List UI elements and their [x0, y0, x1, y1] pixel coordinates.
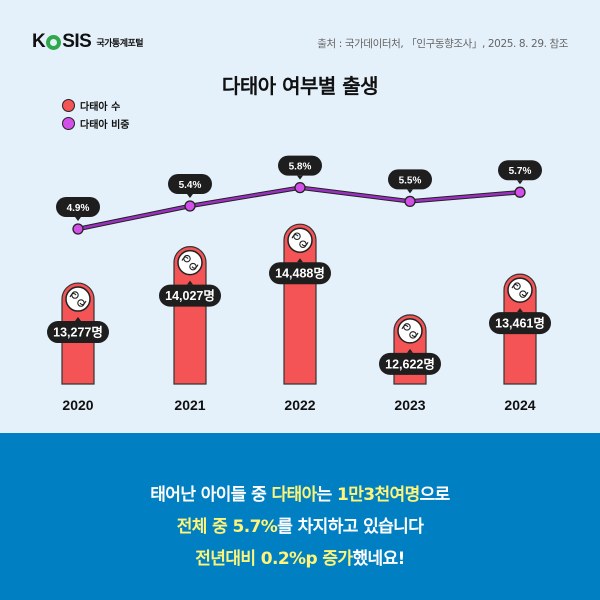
kosis-logo: K SIS 국가통계포털: [32, 31, 144, 53]
chart-svg: 13,277명 2020 14,027명 2021 14,488명 2022 12,622명…: [47, 155, 551, 413]
share-marker: [72, 223, 84, 235]
twins-icon: [287, 227, 313, 253]
x-axis-label: 2023: [394, 397, 425, 413]
summary-highlight: 다태아: [271, 485, 318, 505]
share-line: [77, 186, 521, 231]
share-label-bg: [56, 197, 100, 217]
bar-group: 13,461명: [489, 273, 551, 385]
summary-text: 는: [316, 485, 337, 505]
share-marker: [404, 195, 416, 208]
chart-title: 다태아 여부별 출생: [221, 74, 379, 98]
logo-o-ring-icon: [46, 34, 62, 50]
share-label: 5.5%: [399, 175, 422, 186]
source-note: 출처 : 국가데이터처, 「인구동향조사」, 2025. 8. 29. 참조: [317, 38, 568, 50]
twins-icon: [177, 249, 203, 276]
share-line-outline: [77, 185, 521, 232]
bar-value-label-bg: [379, 352, 441, 375]
summary-line-1: 태어난 아이들 중 다태아는 1만3천여명으로: [0, 480, 600, 505]
bar-value-label: 13,461명: [495, 316, 545, 331]
bar-value-label-bg: [269, 262, 331, 285]
chart-panel: K SIS 국가통계포털 출처 : 국가데이터처, 「인구동향조사」, 2025.…: [32, 31, 569, 413]
share-label-bg: [498, 160, 542, 181]
share-label-bg: [168, 174, 212, 194]
share-marker: [294, 181, 306, 194]
bar-value-label: 14,027명: [165, 288, 215, 303]
bar-value-label: 13,277명: [53, 325, 103, 340]
share-label-bg: [388, 169, 432, 190]
summary-text: 했네요!: [352, 549, 405, 569]
twins-icon: [507, 277, 533, 303]
bar-value-label-bg: [47, 321, 109, 344]
legend-dot-icon: [62, 116, 75, 130]
share-marker: [514, 186, 526, 198]
summary-highlight: 전체 중 5.7%: [176, 517, 278, 537]
x-axis-label: 2020: [62, 397, 93, 413]
share-label: 5.8%: [289, 162, 312, 173]
summary-highlight: 전년대비 0.2%p 증가: [195, 549, 353, 569]
twins-icon: [65, 286, 91, 312]
x-axis-label: 2024: [504, 397, 535, 413]
share-label: 5.4%: [179, 180, 202, 191]
legend-label: 다태아 비중: [80, 119, 130, 131]
bar-value-label: 14,488명: [275, 266, 325, 281]
share-label: 4.9%: [67, 203, 90, 214]
legend-dot-icon: [62, 98, 75, 112]
bar-value-label-bg: [159, 284, 221, 307]
bar-group: 14,027명: [159, 246, 221, 385]
bar-value-label-bg: [489, 312, 551, 335]
legend-item-share: 다태아 비중: [62, 114, 129, 132]
bar-group: 13,277명: [47, 282, 109, 385]
legend-item-count: 다태아 수: [62, 96, 129, 114]
summary-text: 으로: [419, 485, 451, 505]
bar-group: 12,622명: [379, 314, 441, 385]
legend-label: 다태아 수: [80, 101, 121, 113]
share-label: 5.7%: [509, 166, 532, 177]
x-axis-label: 2021: [174, 397, 205, 413]
share-label-bg: [278, 155, 322, 176]
share-marker: [184, 200, 196, 212]
twins-icon: [397, 318, 423, 344]
logo-wordmark: K SIS: [32, 31, 92, 52]
summary-line-2: 전체 중 5.7%를 차지하고 있습니다: [0, 512, 600, 537]
summary-text: 를 차지하고 있습니다: [277, 517, 424, 537]
summary-text: 태어난 아이들 중: [150, 485, 272, 505]
legend: 다태아 수 다태아 비중: [62, 96, 129, 132]
logo-subtitle: 국가통계포털: [96, 38, 144, 49]
bar-value-label: 12,622명: [385, 356, 435, 371]
bar-group: 14,488명: [269, 223, 331, 385]
summary-banner: 태어난 아이들 중 다태아는 1만3천여명으로 전체 중 5.7%를 차지하고 …: [0, 433, 600, 600]
summary-highlight: 1만3천여명: [337, 485, 420, 505]
summary-line-3: 전년대비 0.2%p 증가했네요!: [0, 544, 600, 569]
bar: [173, 246, 207, 385]
x-axis-label: 2022: [284, 397, 315, 413]
